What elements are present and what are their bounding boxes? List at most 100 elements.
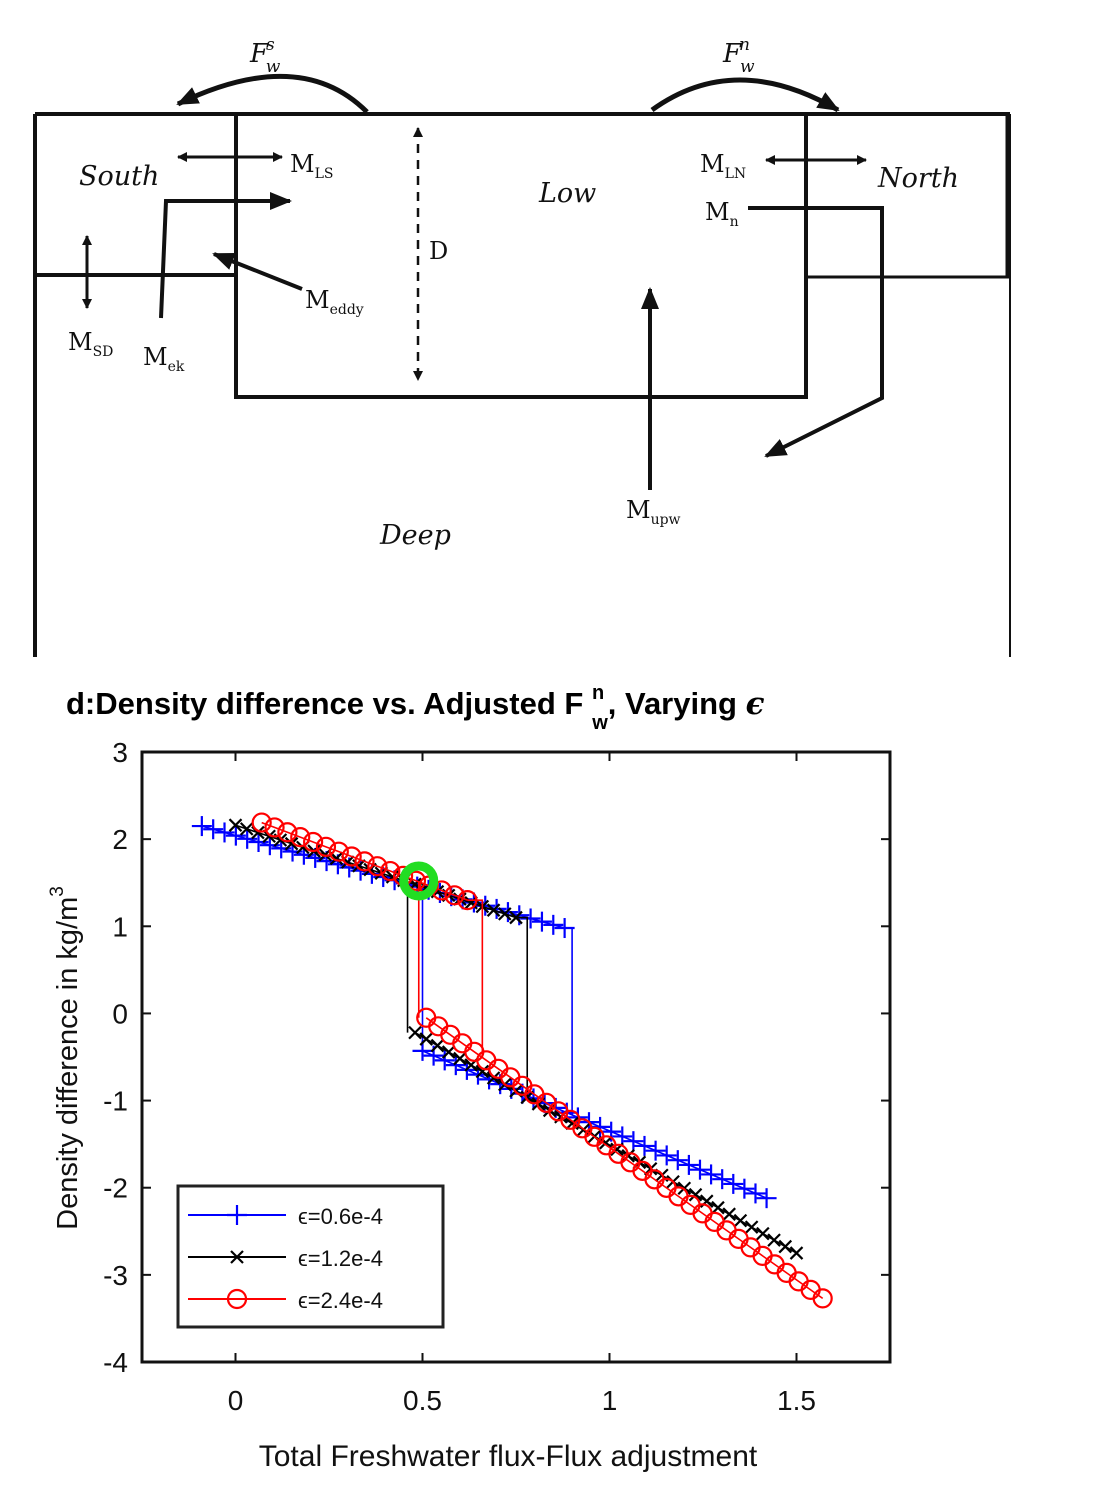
data-point xyxy=(554,918,575,939)
m-ls-label: MLS xyxy=(290,150,333,182)
ocean-box-diagram: Fs w Fn w South North Low Deep D MLS MLN M… xyxy=(33,35,1011,657)
legend-marker xyxy=(226,1288,248,1310)
data-point xyxy=(214,822,235,843)
data-point xyxy=(225,825,246,846)
y-tick-label: 0 xyxy=(112,998,128,1029)
axis-ticks: 0 0.5 1 1.5 3 2 1 0 -1 -2 -3 -4 xyxy=(103,737,890,1416)
data-point xyxy=(445,1055,466,1076)
data-point xyxy=(228,818,243,832)
data-point xyxy=(419,1032,434,1046)
data-point xyxy=(645,1140,666,1161)
data-point xyxy=(744,1220,759,1234)
data-point xyxy=(239,822,254,836)
data-point xyxy=(277,822,298,843)
data-point xyxy=(434,1050,455,1071)
low-box xyxy=(234,112,808,399)
series-lower-line xyxy=(425,1017,824,1300)
y-tick-label: -3 xyxy=(103,1260,128,1291)
data-point xyxy=(341,846,362,867)
m-sd-label: MSD xyxy=(68,328,113,360)
data-point xyxy=(475,1064,490,1079)
legend-label: ϵ=0.6e-4 xyxy=(298,1204,383,1229)
north-label: North xyxy=(877,163,959,194)
m-ek-arrow xyxy=(159,192,292,319)
legend: ϵ=0.6e-4 ϵ=1.2e-4 ϵ=2.4e-4 xyxy=(176,1184,445,1329)
highlight-marker xyxy=(399,861,439,901)
data-point xyxy=(756,1188,777,1209)
data-point xyxy=(688,1187,703,1202)
series-upper-line xyxy=(235,824,517,919)
data-point xyxy=(520,1090,534,1105)
x-tick-label: 1.5 xyxy=(777,1385,816,1416)
collapse-jump xyxy=(564,927,573,1115)
highlight-circle xyxy=(399,861,439,901)
data-point xyxy=(328,841,349,862)
box-outlines xyxy=(33,112,1011,657)
data-point xyxy=(251,812,272,833)
data-point xyxy=(689,1159,710,1180)
data-point xyxy=(711,1200,725,1215)
series-3 xyxy=(251,812,833,1309)
collapse-jump xyxy=(516,916,529,1098)
data-point xyxy=(623,1131,644,1152)
legend-label: ϵ=1.2e-4 xyxy=(298,1246,383,1271)
data-point xyxy=(745,1183,766,1204)
data-point xyxy=(237,828,258,849)
fw-north-arrow xyxy=(650,77,840,113)
y-tick-label: 1 xyxy=(112,911,128,942)
data-point xyxy=(712,1169,733,1190)
data-point xyxy=(723,1173,744,1194)
data-point xyxy=(303,831,324,853)
x-tick-label: 0.5 xyxy=(403,1385,442,1416)
south-label: South xyxy=(79,161,159,192)
data-point xyxy=(509,910,523,925)
legend-marker xyxy=(230,1250,244,1264)
chart-title: d:Density difference vs. Adjusted F n w, … xyxy=(66,682,765,734)
low-label: Low xyxy=(538,178,596,209)
data-point xyxy=(264,817,285,838)
data-point xyxy=(453,1051,467,1066)
m-eddy-label: Meddy xyxy=(305,286,364,318)
data-point xyxy=(444,885,465,906)
series-lower-line xyxy=(422,1050,767,1199)
data-point xyxy=(789,1246,804,1260)
x-tick-label: 0 xyxy=(228,1385,244,1416)
legend-item-2: ϵ=1.2e-4 xyxy=(188,1246,383,1271)
data-point xyxy=(733,1213,748,1228)
series-lines xyxy=(191,812,833,1309)
data-point xyxy=(284,836,299,851)
y-tick-label: 3 xyxy=(112,737,128,768)
data-point xyxy=(678,1154,699,1175)
data-point xyxy=(354,851,375,872)
data-point xyxy=(430,1038,445,1053)
data-point xyxy=(498,907,512,921)
data-point xyxy=(767,1233,781,1247)
series-1 xyxy=(191,816,777,1209)
fw-north-label: Fn w xyxy=(722,35,755,77)
m-eddy-arrow xyxy=(212,252,303,291)
data-point xyxy=(191,816,212,837)
x-tick-label: 1 xyxy=(602,1385,618,1416)
data-point xyxy=(812,1288,833,1309)
y-axis-label: Density difference in kg/m3 xyxy=(47,886,84,1230)
m-n-label: Mn xyxy=(705,198,739,230)
data-point xyxy=(520,908,541,929)
data-point xyxy=(543,914,564,935)
data-point xyxy=(701,1164,722,1185)
d-label: D xyxy=(429,237,448,265)
fw-south-label: Fs w xyxy=(249,35,281,77)
y-tick-label: -1 xyxy=(103,1086,128,1117)
data-point xyxy=(416,1007,437,1028)
data-point xyxy=(262,829,276,844)
data-point xyxy=(734,1178,755,1199)
data-point xyxy=(248,832,269,853)
data-point xyxy=(656,1145,677,1166)
data-point xyxy=(367,856,388,877)
data-point xyxy=(457,890,478,911)
data-point xyxy=(380,860,401,882)
data-point xyxy=(486,903,501,917)
legend-marker xyxy=(227,1205,247,1225)
data-point xyxy=(634,1135,655,1156)
m-n-arrow xyxy=(748,206,884,458)
